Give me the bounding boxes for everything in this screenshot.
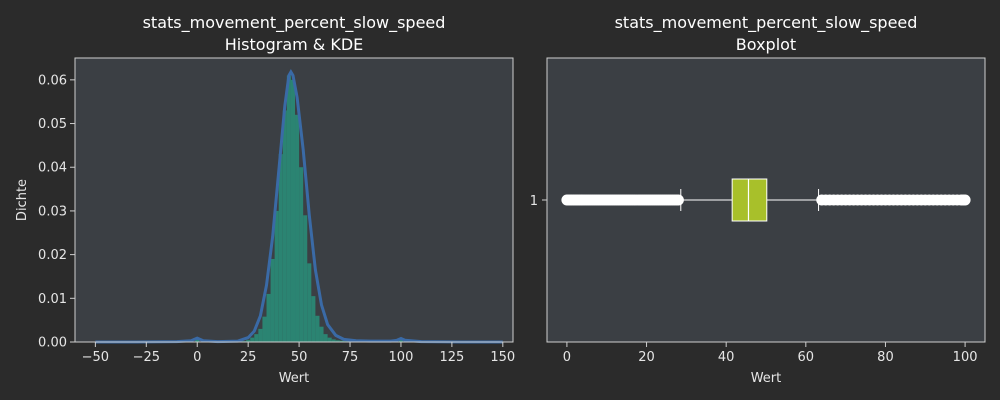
histogram-x-tick-label: 25 <box>240 350 257 365</box>
histogram-bar <box>315 315 320 342</box>
histogram-bar <box>327 337 332 342</box>
histogram-y-label: Dichte <box>15 179 30 221</box>
boxplot-title-line1: stats_movement_percent_slow_speed <box>615 13 918 33</box>
histogram-x-tick-label: 100 <box>389 350 414 365</box>
histogram-bar <box>246 339 251 342</box>
boxplot-x-tick-label: 0 <box>563 350 571 365</box>
histogram-x-tick-label: 150 <box>490 350 515 365</box>
boxplot-x-tick-label: 60 <box>798 350 815 365</box>
histogram-y-tick-label: 0.02 <box>38 248 67 263</box>
histogram-bar <box>254 334 259 342</box>
histogram-bar <box>295 114 300 342</box>
histogram-title-line1: stats_movement_percent_slow_speed <box>143 13 446 33</box>
histogram-y-tick-label: 0.06 <box>38 73 67 88</box>
histogram-bar <box>398 338 403 342</box>
kde-curve <box>95 69 503 344</box>
histogram-bar <box>282 110 287 342</box>
histogram-bar <box>258 328 263 342</box>
boxplot-x-ticks: 0 20 40 60 80 100 <box>563 342 978 365</box>
boxplot-x-tick-label: 100 <box>953 350 978 365</box>
histogram-x-ticks: −50 −25 0 25 50 75 100 125 150 <box>82 342 515 365</box>
histogram-bar <box>335 340 340 342</box>
boxplot-x-label: Wert <box>751 371 782 386</box>
histogram-y-tick-label: 0.03 <box>38 204 67 219</box>
histogram-bar <box>266 293 271 342</box>
boxplot-outlier <box>672 194 684 206</box>
histogram-x-tick-label: 125 <box>439 350 464 365</box>
histogram-bar <box>290 79 296 342</box>
histogram-y-tick-label: 0.01 <box>38 292 67 307</box>
histogram-bar <box>319 326 324 342</box>
histogram-y-ticks: 0.00 0.01 0.02 0.03 0.04 0.05 0.06 <box>38 73 75 351</box>
boxplot-box-group <box>561 178 971 222</box>
histogram-bar <box>311 296 316 342</box>
histogram-bar <box>299 167 304 342</box>
histogram-bar <box>307 263 312 342</box>
histogram-bar <box>274 210 279 342</box>
boxplot-x-tick-label: 40 <box>718 350 735 365</box>
histogram-bar <box>286 75 291 342</box>
histogram-bar <box>270 258 275 342</box>
boxplot-title-line2: Boxplot <box>736 35 796 54</box>
boxplot-x-tick-label: 80 <box>877 350 894 365</box>
histogram-x-tick-label: 0 <box>193 350 201 365</box>
histogram-axes-frame <box>74 57 514 343</box>
boxplot-y-tick-label: 1 <box>530 194 538 209</box>
boxplot-subplot: stats_movement_percent_slow_speed Boxplo… <box>530 13 986 386</box>
histogram-y-tick-label: 0.00 <box>38 336 67 351</box>
histogram-x-tick-label: 50 <box>291 350 308 365</box>
histogram-bar <box>323 334 328 342</box>
histogram-bar <box>339 340 344 342</box>
histogram-bar <box>195 338 200 342</box>
histogram-title-line2: Histogram & KDE <box>225 35 364 54</box>
histogram-x-label: Wert <box>279 371 310 386</box>
histogram-subplot: stats_movement_percent_slow_speed Histog… <box>15 13 515 386</box>
histogram-bars <box>195 75 403 342</box>
histogram-bar <box>278 154 283 342</box>
histogram-bar <box>250 337 255 342</box>
histogram-bar <box>303 215 308 342</box>
boxplot-outlier <box>959 194 971 206</box>
boxplot-y-ticks: 1 <box>530 194 547 209</box>
boxplot-box <box>731 178 768 222</box>
boxplot-x-tick-label: 20 <box>638 350 655 365</box>
histogram-y-tick-label: 0.05 <box>38 117 67 132</box>
histogram-bar <box>262 316 267 342</box>
histogram-x-tick-label: −50 <box>82 350 109 365</box>
histogram-bar <box>331 339 336 342</box>
histogram-x-tick-label: 75 <box>342 350 359 365</box>
histogram-x-tick-label: −25 <box>133 350 160 365</box>
histogram-y-tick-label: 0.04 <box>38 161 67 176</box>
